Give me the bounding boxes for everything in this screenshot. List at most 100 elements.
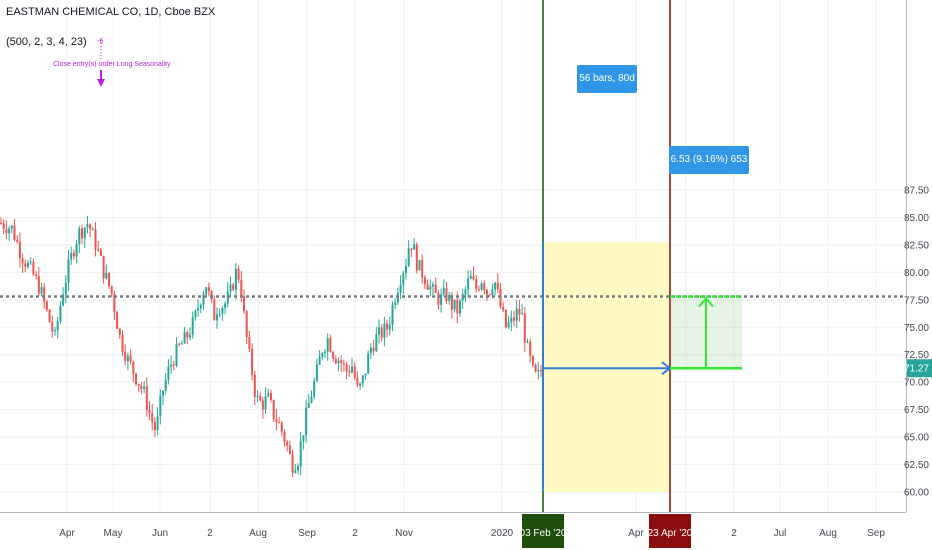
candle-body: [364, 373, 367, 376]
y-tick-label: 67.50: [904, 405, 929, 416]
candle-body: [391, 305, 394, 325]
candle-body: [81, 228, 83, 239]
candle-body: [24, 263, 27, 267]
candle-body: [54, 330, 56, 332]
candle-body: [145, 386, 148, 411]
candle-body: [189, 334, 191, 338]
candle-body: [326, 338, 329, 352]
candle-body: [475, 279, 478, 290]
x-tick-label: Jul: [774, 528, 787, 539]
candle-body: [361, 375, 364, 384]
candle-body: [469, 276, 472, 279]
candle-body: [148, 410, 151, 414]
candle-body: [375, 334, 378, 352]
candle-body: [256, 395, 259, 398]
candle-body: [440, 294, 443, 305]
y-tick-label: 87.50: [904, 186, 929, 197]
candle-body: [310, 396, 313, 403]
candle-body: [108, 272, 110, 287]
candle-body: [224, 303, 227, 309]
candle-body: [353, 366, 356, 379]
candle-body: [151, 413, 154, 422]
candle-body: [518, 308, 521, 315]
candle-body: [216, 314, 218, 321]
candle-body: [180, 343, 183, 345]
candle-body: [137, 384, 140, 386]
candle-body: [345, 364, 348, 372]
y-tick-label: 60.00: [904, 488, 929, 499]
candle-body: [207, 287, 210, 292]
candle-body: [399, 284, 402, 293]
candle-body: [264, 396, 267, 410]
candle-body: [302, 435, 305, 442]
candle-body: [218, 313, 221, 315]
candle-body: [483, 283, 486, 291]
y-tick-label: 82.50: [904, 240, 929, 251]
chart-grid: [0, 0, 906, 512]
candle-body: [515, 308, 518, 321]
candle-body: [337, 360, 340, 364]
candle-body: [237, 268, 240, 280]
candle-body: [491, 289, 494, 296]
candle-body: [448, 294, 451, 301]
candle-body: [410, 248, 413, 250]
candle-body: [135, 373, 137, 385]
candle-body: [378, 327, 380, 335]
candle-body: [286, 441, 289, 446]
candle-body: [191, 317, 194, 335]
candle-body: [394, 302, 397, 306]
candle-body: [513, 317, 515, 321]
candle-body: [110, 286, 113, 294]
y-axis-panel: [906, 0, 932, 550]
candle-body: [2, 223, 5, 230]
candle-body: [288, 445, 291, 455]
candle-body: [162, 390, 164, 396]
candle-body: [99, 249, 102, 256]
candle-body: [75, 243, 78, 257]
candle-body: [313, 380, 316, 397]
candle-body: [348, 371, 351, 373]
candle-body: [307, 402, 310, 408]
x-axis-panel: [0, 512, 906, 550]
x-tick-label: 2: [731, 528, 737, 539]
candle-body: [434, 284, 437, 293]
y-tick-label: 72.50: [904, 350, 929, 361]
candle-body: [70, 252, 73, 260]
x-tick-label: Aug: [819, 528, 837, 539]
candle-body: [18, 241, 21, 259]
projection-arrow-head: [698, 297, 714, 308]
x-tick-label: Apr: [59, 528, 75, 539]
candle-body: [464, 289, 467, 295]
candle-body: [164, 379, 167, 391]
candle-body: [27, 262, 29, 267]
y-tick-label: 65.00: [904, 433, 929, 444]
candle-body: [105, 272, 108, 279]
candle-body: [467, 278, 470, 290]
indicator-params: (500, 2, 3, 4, 23): [6, 36, 87, 48]
candle-body: [83, 227, 86, 239]
candle-body: [531, 356, 534, 365]
candle-body: [64, 282, 67, 295]
candle-body: [523, 313, 526, 343]
candle-body: [537, 369, 540, 372]
order-arrow-icon: [97, 79, 105, 87]
candle-body: [270, 393, 272, 401]
candle-body: [488, 294, 491, 296]
candle-body: [221, 308, 224, 314]
candle-body: [315, 364, 318, 381]
candle-body: [359, 383, 362, 386]
candle-body: [194, 310, 197, 318]
candle-body: [418, 260, 421, 271]
candle-body: [170, 364, 173, 367]
candle-body: [118, 328, 121, 335]
candle-body: [102, 255, 105, 279]
candle-body: [526, 341, 529, 343]
candle-body: [197, 308, 200, 311]
candle-body: [159, 395, 162, 417]
candle-body: [245, 311, 248, 338]
candle-body: [413, 244, 416, 250]
candle-body: [372, 347, 375, 352]
x-tick-label: Apr: [628, 528, 644, 539]
candle-body: [383, 323, 386, 338]
